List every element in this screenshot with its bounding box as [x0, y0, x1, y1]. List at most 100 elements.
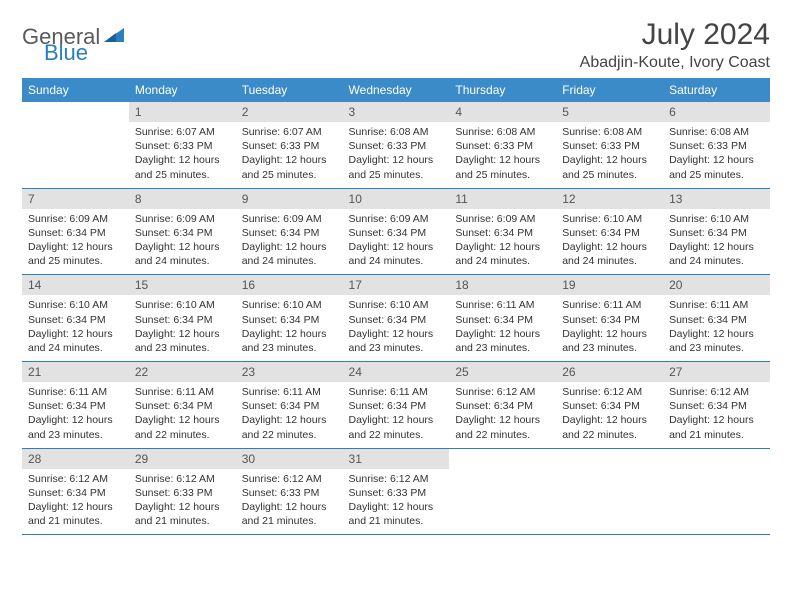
weekday-header: Friday	[556, 78, 663, 102]
calendar-cell: 20Sunrise: 6:11 AMSunset: 6:34 PMDayligh…	[663, 275, 770, 362]
day-data: Sunrise: 6:12 AMSunset: 6:34 PMDaylight:…	[22, 469, 129, 535]
sunrise-text: Sunrise: 6:10 AM	[669, 212, 764, 226]
day-data: Sunrise: 6:08 AMSunset: 6:33 PMDaylight:…	[343, 122, 450, 188]
brand-triangle-icon	[104, 26, 126, 49]
day-number: 29	[129, 449, 236, 469]
sunrise-text: Sunrise: 6:12 AM	[455, 385, 550, 399]
daylight-text: Daylight: 12 hours and 25 minutes.	[135, 153, 230, 181]
sunrise-text: Sunrise: 6:12 AM	[349, 472, 444, 486]
day-number	[556, 449, 663, 455]
day-number: 28	[22, 449, 129, 469]
sunset-text: Sunset: 6:34 PM	[349, 226, 444, 240]
sunrise-text: Sunrise: 6:09 AM	[349, 212, 444, 226]
calendar-table: Sunday Monday Tuesday Wednesday Thursday…	[22, 78, 770, 535]
calendar-cell: 21Sunrise: 6:11 AMSunset: 6:34 PMDayligh…	[22, 362, 129, 449]
day-number	[449, 449, 556, 455]
calendar-row: 28Sunrise: 6:12 AMSunset: 6:34 PMDayligh…	[22, 448, 770, 535]
sunset-text: Sunset: 6:34 PM	[669, 399, 764, 413]
calendar-cell: 28Sunrise: 6:12 AMSunset: 6:34 PMDayligh…	[22, 448, 129, 535]
sunrise-text: Sunrise: 6:09 AM	[28, 212, 123, 226]
sunset-text: Sunset: 6:34 PM	[562, 313, 657, 327]
calendar-row: 21Sunrise: 6:11 AMSunset: 6:34 PMDayligh…	[22, 362, 770, 449]
day-data: Sunrise: 6:10 AMSunset: 6:34 PMDaylight:…	[236, 295, 343, 361]
sunrise-text: Sunrise: 6:10 AM	[562, 212, 657, 226]
calendar-cell	[22, 102, 129, 188]
daylight-text: Daylight: 12 hours and 23 minutes.	[28, 413, 123, 441]
sunrise-text: Sunrise: 6:08 AM	[349, 125, 444, 139]
sunset-text: Sunset: 6:34 PM	[242, 226, 337, 240]
daylight-text: Daylight: 12 hours and 23 minutes.	[562, 327, 657, 355]
location-subtitle: Abadjin-Koute, Ivory Coast	[580, 54, 770, 72]
day-number: 11	[449, 189, 556, 209]
sunset-text: Sunset: 6:34 PM	[349, 399, 444, 413]
weekday-header: Saturday	[663, 78, 770, 102]
sunrise-text: Sunrise: 6:07 AM	[242, 125, 337, 139]
calendar-cell: 12Sunrise: 6:10 AMSunset: 6:34 PMDayligh…	[556, 188, 663, 275]
calendar-cell: 13Sunrise: 6:10 AMSunset: 6:34 PMDayligh…	[663, 188, 770, 275]
daylight-text: Daylight: 12 hours and 23 minutes.	[242, 327, 337, 355]
day-data: Sunrise: 6:12 AMSunset: 6:34 PMDaylight:…	[663, 382, 770, 448]
weekday-header-row: Sunday Monday Tuesday Wednesday Thursday…	[22, 78, 770, 102]
daylight-text: Daylight: 12 hours and 21 minutes.	[135, 500, 230, 528]
day-number: 7	[22, 189, 129, 209]
sunrise-text: Sunrise: 6:09 AM	[135, 212, 230, 226]
daylight-text: Daylight: 12 hours and 23 minutes.	[349, 327, 444, 355]
daylight-text: Daylight: 12 hours and 23 minutes.	[669, 327, 764, 355]
day-data: Sunrise: 6:12 AMSunset: 6:34 PMDaylight:…	[449, 382, 556, 448]
calendar-cell: 23Sunrise: 6:11 AMSunset: 6:34 PMDayligh…	[236, 362, 343, 449]
sunset-text: Sunset: 6:34 PM	[135, 313, 230, 327]
sunset-text: Sunset: 6:34 PM	[135, 399, 230, 413]
daylight-text: Daylight: 12 hours and 24 minutes.	[135, 240, 230, 268]
day-number: 14	[22, 275, 129, 295]
day-data: Sunrise: 6:09 AMSunset: 6:34 PMDaylight:…	[343, 209, 450, 275]
sunrise-text: Sunrise: 6:12 AM	[242, 472, 337, 486]
calendar-cell: 29Sunrise: 6:12 AMSunset: 6:33 PMDayligh…	[129, 448, 236, 535]
sunset-text: Sunset: 6:34 PM	[349, 313, 444, 327]
day-data: Sunrise: 6:10 AMSunset: 6:34 PMDaylight:…	[129, 295, 236, 361]
calendar-cell: 31Sunrise: 6:12 AMSunset: 6:33 PMDayligh…	[343, 448, 450, 535]
calendar-body: 1Sunrise: 6:07 AMSunset: 6:33 PMDaylight…	[22, 102, 770, 535]
day-number: 31	[343, 449, 450, 469]
sunset-text: Sunset: 6:34 PM	[135, 226, 230, 240]
day-number: 9	[236, 189, 343, 209]
day-data: Sunrise: 6:11 AMSunset: 6:34 PMDaylight:…	[663, 295, 770, 361]
calendar-row: 14Sunrise: 6:10 AMSunset: 6:34 PMDayligh…	[22, 275, 770, 362]
day-data: Sunrise: 6:07 AMSunset: 6:33 PMDaylight:…	[236, 122, 343, 188]
day-number: 15	[129, 275, 236, 295]
weekday-header: Thursday	[449, 78, 556, 102]
day-data: Sunrise: 6:10 AMSunset: 6:34 PMDaylight:…	[22, 295, 129, 361]
day-number	[22, 102, 129, 108]
daylight-text: Daylight: 12 hours and 22 minutes.	[562, 413, 657, 441]
sunrise-text: Sunrise: 6:11 AM	[135, 385, 230, 399]
sunset-text: Sunset: 6:33 PM	[135, 139, 230, 153]
day-data: Sunrise: 6:10 AMSunset: 6:34 PMDaylight:…	[556, 209, 663, 275]
calendar-cell: 3Sunrise: 6:08 AMSunset: 6:33 PMDaylight…	[343, 102, 450, 188]
calendar-row: 1Sunrise: 6:07 AMSunset: 6:33 PMDaylight…	[22, 102, 770, 188]
sunset-text: Sunset: 6:34 PM	[562, 399, 657, 413]
day-number: 12	[556, 189, 663, 209]
sunset-text: Sunset: 6:33 PM	[669, 139, 764, 153]
day-number: 16	[236, 275, 343, 295]
day-data: Sunrise: 6:10 AMSunset: 6:34 PMDaylight:…	[663, 209, 770, 275]
sunrise-text: Sunrise: 6:11 AM	[669, 298, 764, 312]
calendar-cell: 9Sunrise: 6:09 AMSunset: 6:34 PMDaylight…	[236, 188, 343, 275]
sunset-text: Sunset: 6:34 PM	[242, 313, 337, 327]
sunrise-text: Sunrise: 6:08 AM	[669, 125, 764, 139]
day-number: 27	[663, 362, 770, 382]
calendar-cell: 7Sunrise: 6:09 AMSunset: 6:34 PMDaylight…	[22, 188, 129, 275]
daylight-text: Daylight: 12 hours and 25 minutes.	[242, 153, 337, 181]
daylight-text: Daylight: 12 hours and 24 minutes.	[242, 240, 337, 268]
day-number: 23	[236, 362, 343, 382]
day-data: Sunrise: 6:12 AMSunset: 6:34 PMDaylight:…	[556, 382, 663, 448]
logo-line2: Blue	[44, 40, 88, 66]
day-data: Sunrise: 6:11 AMSunset: 6:34 PMDaylight:…	[129, 382, 236, 448]
day-number: 6	[663, 102, 770, 122]
calendar-cell: 17Sunrise: 6:10 AMSunset: 6:34 PMDayligh…	[343, 275, 450, 362]
calendar-cell: 5Sunrise: 6:08 AMSunset: 6:33 PMDaylight…	[556, 102, 663, 188]
day-number: 20	[663, 275, 770, 295]
daylight-text: Daylight: 12 hours and 24 minutes.	[669, 240, 764, 268]
daylight-text: Daylight: 12 hours and 22 minutes.	[135, 413, 230, 441]
weekday-header: Sunday	[22, 78, 129, 102]
daylight-text: Daylight: 12 hours and 21 minutes.	[349, 500, 444, 528]
day-number: 24	[343, 362, 450, 382]
